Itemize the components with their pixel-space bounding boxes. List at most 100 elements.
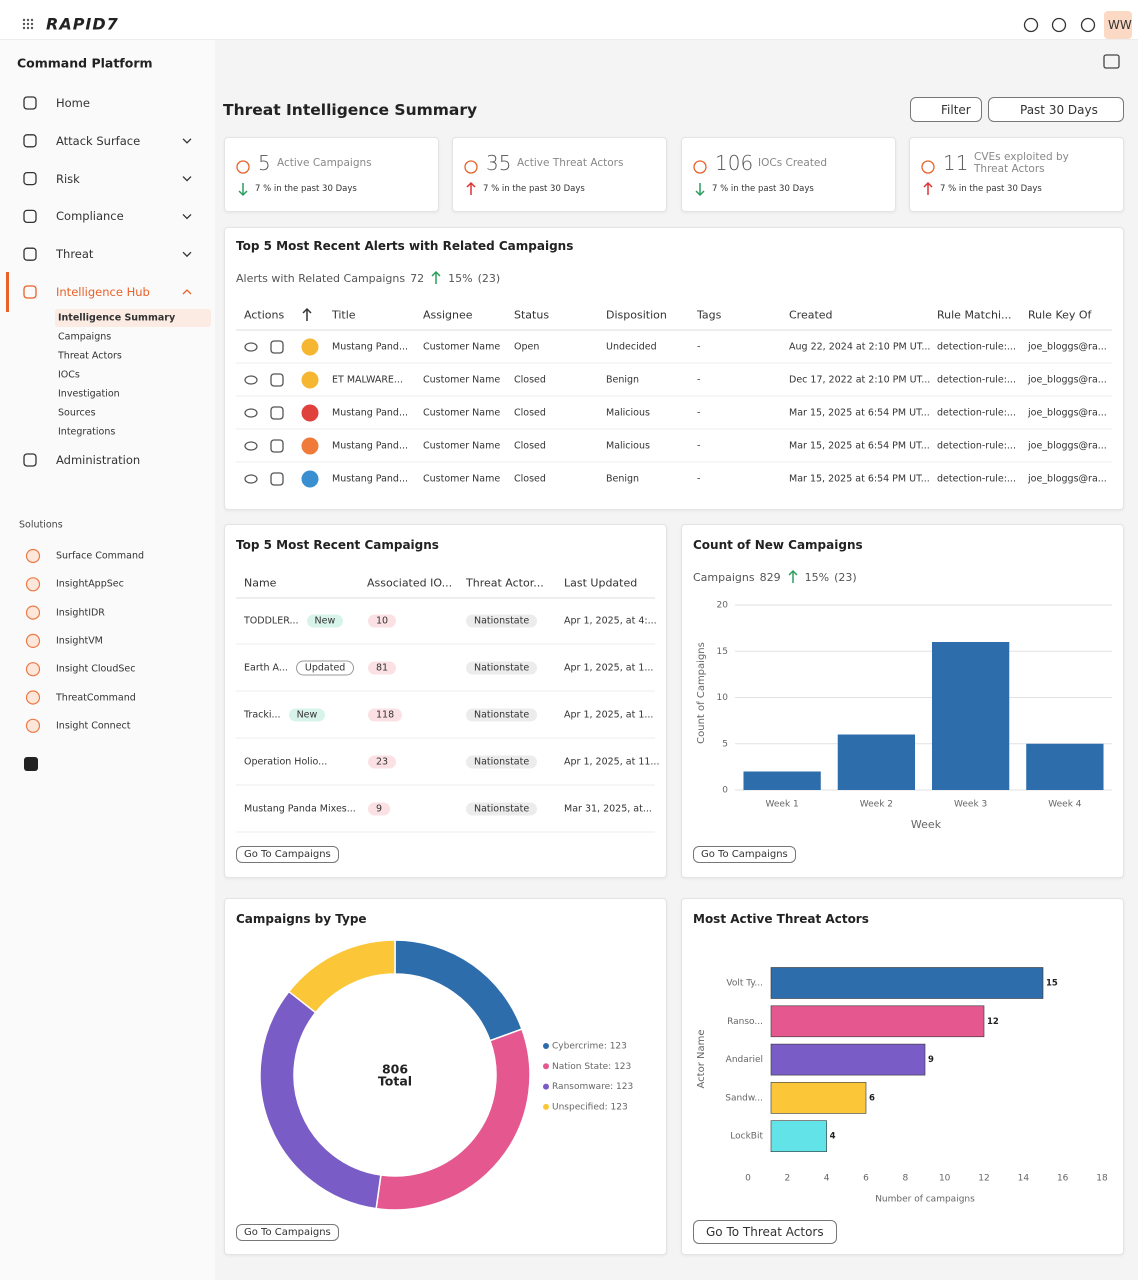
- badge: Updated: [295, 660, 355, 676]
- arrow-icon: [788, 569, 798, 576]
- solution-item[interactable]: ThreatCommand: [56, 692, 136, 703]
- summary: Alerts with Related Campaigns 72 15% (23): [236, 270, 500, 286]
- table-cell: Mustang Pand...: [332, 440, 409, 452]
- summary-change: 15%: [448, 271, 473, 285]
- actor-cell: Nationstate: [466, 755, 538, 769]
- nav-item[interactable]: Compliance: [56, 209, 124, 224]
- table-cell: Mustang Pand...: [332, 341, 409, 353]
- card-title: Top 5 Most Recent Alerts with Related Ca…: [236, 239, 574, 253]
- actor-cell: Nationstate: [466, 802, 538, 816]
- solution-item[interactable]: Insight Connect: [56, 720, 131, 732]
- badge: 10: [368, 614, 397, 628]
- active-sub-item: [55, 309, 211, 327]
- docs-icon: [1103, 54, 1120, 69]
- solution-item[interactable]: Surface Command: [56, 550, 145, 562]
- sub-nav-item[interactable]: Threat Actors: [58, 350, 122, 362]
- column-header: Tags: [697, 308, 722, 322]
- actor-cell: Nationstate: [466, 614, 538, 628]
- nav-item[interactable]: Threat: [56, 247, 94, 262]
- solution-item[interactable]: Insight CloudSec: [56, 663, 136, 675]
- badge: 118: [368, 708, 403, 722]
- kpi-value: 106: [715, 151, 754, 175]
- filter-label: Filter: [941, 103, 971, 117]
- sub-nav-item[interactable]: Intelligence Summary: [58, 312, 176, 324]
- sub-nav-item[interactable]: Investigation: [58, 388, 120, 400]
- table-cell: -: [697, 374, 701, 386]
- table-cell: Mar 31, 2025, at...: [564, 803, 652, 815]
- ioc-cell: 9: [368, 802, 391, 816]
- solution-item[interactable]: InsightVM: [56, 635, 103, 647]
- badge: Nationstate: [466, 708, 538, 722]
- summary-delta: (23): [477, 271, 501, 285]
- actor-cell: Nationstate: [466, 661, 538, 675]
- campaign-name: TODDLER...: [244, 615, 299, 627]
- ioc-cell: 118: [368, 708, 403, 722]
- range-select[interactable]: [988, 97, 1124, 122]
- column-header: Actions: [244, 308, 285, 322]
- table-cell: Dec 17, 2022 at 2:10 PM UT...: [789, 374, 931, 386]
- table-cell: Benign: [606, 374, 640, 386]
- table-cell: Open: [514, 341, 540, 353]
- sub-nav-item[interactable]: Campaigns: [58, 331, 112, 343]
- kpi-change: 7 % in the past 30 Days: [483, 184, 585, 194]
- user-initials: WW: [1108, 18, 1132, 32]
- table-cell: Closed: [514, 374, 546, 386]
- nav-item[interactable]: Home: [56, 96, 90, 110]
- name-cell: TODDLER... New: [244, 614, 344, 628]
- badge: 81: [368, 661, 397, 675]
- badge: New: [288, 708, 326, 722]
- sub-nav-item[interactable]: Sources: [58, 407, 96, 419]
- nav-item[interactable]: Attack Surface: [56, 133, 141, 148]
- table-cell: detection-rule:...: [937, 374, 1016, 386]
- card-title: Campaigns by Type: [236, 912, 367, 926]
- table-cell: joe_bloggs@ra...: [1028, 407, 1107, 419]
- summary-label: Campaigns: [693, 570, 755, 584]
- table-cell: Customer Name: [423, 473, 501, 485]
- kpi-card: [681, 137, 896, 212]
- table-cell: Mar 15, 2025 at 6:54 PM UT...: [789, 440, 930, 452]
- badge: Nationstate: [466, 614, 538, 628]
- nav-item[interactable]: Risk: [56, 171, 80, 186]
- kpi-change: 7 % in the past 30 Days: [712, 184, 814, 194]
- sidebar: [0, 40, 215, 1280]
- table-cell: -: [697, 341, 701, 353]
- table-cell: Malicious: [606, 440, 650, 452]
- filter-button[interactable]: [910, 97, 982, 122]
- button[interactable]: Go To Campaigns: [236, 846, 339, 863]
- summary-change: 15%: [804, 570, 830, 584]
- nav-item[interactable]: Intelligence Hub: [56, 285, 150, 299]
- section-label: Solutions: [19, 519, 63, 531]
- solution-item[interactable]: InsightAppSec: [56, 578, 124, 590]
- campaign-name: Mustang Panda Mixes...: [244, 803, 356, 815]
- button[interactable]: Go To Threat Actors: [693, 1220, 837, 1244]
- name-cell: Mustang Panda Mixes...: [244, 804, 356, 815]
- campaign-name: Tracki...: [244, 709, 281, 721]
- solution-item[interactable]: InsightIDR: [56, 607, 105, 619]
- card-title: Most Active Threat Actors: [693, 912, 869, 926]
- table-cell: -: [697, 407, 701, 419]
- name-cell: Tracki... New: [244, 708, 326, 722]
- summary-value: 72: [410, 271, 425, 285]
- badge: Nationstate: [466, 802, 538, 816]
- table-cell: Mustang Pand...: [332, 473, 409, 485]
- column-header: Assignee: [423, 308, 473, 322]
- button[interactable]: Go To Campaigns: [693, 846, 796, 863]
- table-cell: Apr 1, 2025, at 4:...: [564, 615, 657, 627]
- nav-item[interactable]: Administration: [56, 453, 141, 467]
- badge: Nationstate: [466, 755, 538, 769]
- table-cell: joe_bloggs@ra...: [1028, 473, 1107, 485]
- trend-icon: [431, 270, 441, 284]
- column-header: Last Updated: [564, 576, 638, 590]
- campaign-name: Earth A...: [244, 662, 288, 674]
- avatar: [1104, 11, 1132, 39]
- sub-nav-item[interactable]: Integrations: [58, 426, 116, 438]
- active-indicator: [6, 272, 9, 312]
- kpi-value: 35: [486, 151, 512, 175]
- sub-nav-item[interactable]: IOCs: [58, 369, 80, 381]
- kpi-label: IOCs Created: [758, 157, 828, 169]
- table-cell: detection-rule:...: [937, 473, 1016, 485]
- column-header: Associated IO...: [367, 576, 453, 590]
- button[interactable]: Go To Campaigns: [236, 1224, 339, 1241]
- column-header: Rule Key Of: [1028, 308, 1092, 322]
- table-cell: detection-rule:...: [937, 407, 1016, 419]
